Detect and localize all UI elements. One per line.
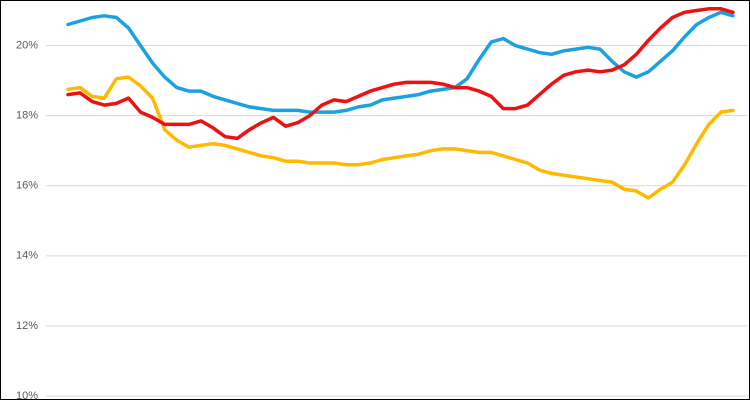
series-line [66,10,735,114]
y-tick-label: 16% [16,180,38,192]
y-tick-label: 20% [16,39,38,51]
y-tick-label: 10% [16,390,38,400]
series-line [66,7,735,141]
y-tick-label: 14% [16,250,38,262]
series-line [66,75,735,200]
y-tick-label: 12% [16,320,38,332]
y-tick-label: 18% [16,110,38,122]
